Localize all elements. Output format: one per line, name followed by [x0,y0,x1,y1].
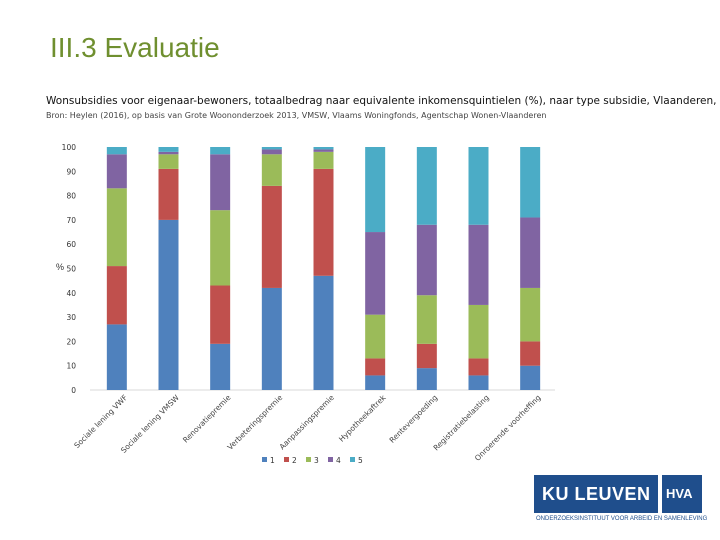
legend-label-2: 2 [292,456,297,465]
bar-3-quintile-1 [210,343,231,390]
chart-subtitle: Wonsubsidies voor eigenaar-bewoners, tot… [46,95,720,107]
x-tick-label-1: Sociale lening VWF [72,393,129,450]
x-tick-label-8: Registratiebelasting [432,393,492,453]
bar-2-quintile-3 [158,154,179,169]
slide-title: III.3 Evaluatie [50,32,220,63]
bar-2-quintile-4 [158,151,179,155]
y-tick-label-30: 30 [66,313,76,322]
ku-leuven-logo-box: KU LEUVEN [534,475,658,513]
hva-logo-text: HVA [666,486,693,501]
x-tick-label-4: Verbeteringspremie [226,393,285,452]
bar-8-quintile-4 [468,224,489,305]
ku-leuven-logo-text: KU LEUVEN [542,484,651,504]
x-tick-label-5: Aanpassingspremie [278,393,337,452]
bar-1-quintile-2 [106,266,127,325]
y-tick-label-0: 0 [71,386,76,395]
bar-4-quintile-3 [261,154,282,186]
bar-5-quintile-2 [313,168,334,276]
legend-swatch-3 [306,457,311,462]
bar-2-quintile-5 [158,147,179,152]
y-tick-label-100: 100 [62,143,77,152]
legend-swatch-1 [262,457,267,462]
bar-7-quintile-5 [416,147,437,225]
bar-4-quintile-2 [261,185,282,288]
bar-7-quintile-2 [416,343,437,369]
legend-label-1: 1 [270,456,275,465]
bar-1-quintile-4 [106,154,127,189]
bar-9-quintile-1 [520,365,541,390]
bar-7-quintile-3 [416,295,437,344]
bar-3-quintile-3 [210,210,231,286]
bar-9-quintile-5 [520,147,541,218]
x-tick-label-3: Renovatiepremie [181,393,233,445]
legend-swatch-5 [350,457,355,462]
y-tick-label-50: 50 [66,265,76,274]
bar-9-quintile-4 [520,217,541,288]
bar-3-quintile-5 [210,147,231,155]
bar-8-quintile-1 [468,375,489,390]
bar-1-quintile-3 [106,188,127,267]
bar-3-quintile-4 [210,154,231,211]
y-tick-label-80: 80 [66,192,76,201]
bar-6-quintile-3 [365,314,386,359]
bar-8-quintile-2 [468,358,489,376]
y-tick-label-40: 40 [66,289,76,298]
bar-6-quintile-1 [365,375,386,390]
hva-logo-box: HVA [662,475,702,513]
bar-6-quintile-4 [365,232,386,315]
y-tick-label-90: 90 [66,167,76,176]
bar-6-quintile-2 [365,358,386,376]
ku-leuven-hva-logo: KU LEUVEN HVA ONDERZOEKSINSTITUUT VOOR A… [534,475,708,527]
y-axis-label: % [56,262,65,272]
y-tick-label-70: 70 [66,216,76,225]
bar-2-quintile-1 [158,219,179,390]
legend-swatch-4 [328,457,333,462]
bar-7-quintile-4 [416,224,437,296]
y-tick-label-60: 60 [66,240,76,249]
legend-label-3: 3 [314,456,319,465]
x-tick-label-7: Rentevergoeding [388,393,440,445]
x-tick-label-2: Sociale lening VMSW [119,393,181,455]
bar-5-quintile-4 [313,149,334,152]
logo-tagline: ONDERZOEKSINSTITUUT VOOR ARBEID EN SAMEN… [536,516,708,522]
bar-1-quintile-5 [106,147,127,155]
bar-4-quintile-1 [261,287,282,390]
bar-1-quintile-1 [106,324,127,390]
legend-label-5: 5 [358,456,363,465]
x-tick-label-6: Hypotheekaftrek [337,393,388,444]
bar-3-quintile-2 [210,285,231,344]
bar-8-quintile-3 [468,304,489,359]
bar-8-quintile-5 [468,147,489,225]
bar-4-quintile-4 [261,149,282,155]
legend-swatch-2 [284,457,289,462]
bar-5-quintile-5 [313,147,334,150]
chart-source: Bron: Heylen (2016), op basis van Grote … [46,111,547,120]
bar-9-quintile-2 [520,341,541,366]
bar-5-quintile-1 [313,275,334,390]
y-tick-label-10: 10 [66,362,76,371]
bar-9-quintile-3 [520,287,541,342]
legend-label-4: 4 [336,456,341,465]
bar-4-quintile-5 [261,147,282,150]
bar-6-quintile-5 [365,147,386,233]
y-tick-label-20: 20 [66,337,76,346]
bar-7-quintile-1 [416,368,437,390]
bar-2-quintile-2 [158,168,179,220]
bar-5-quintile-3 [313,151,334,169]
